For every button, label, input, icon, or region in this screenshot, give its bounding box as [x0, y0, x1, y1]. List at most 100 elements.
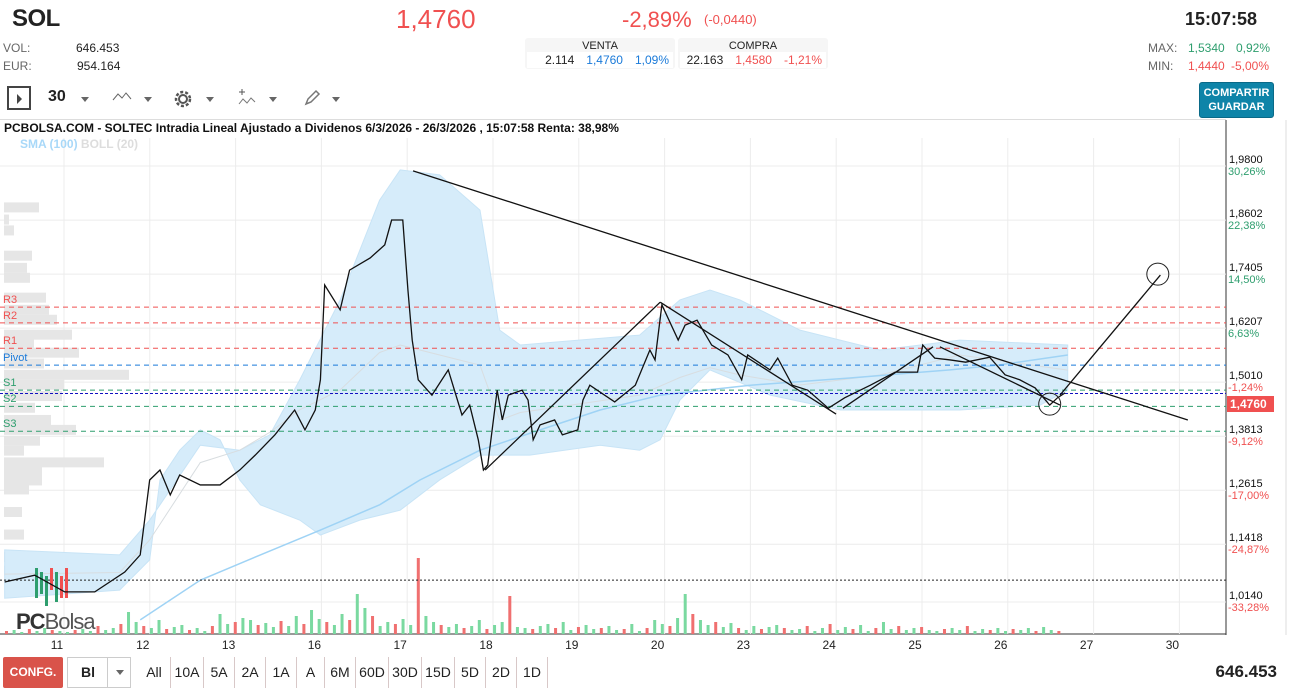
volume-bar — [836, 630, 840, 634]
share-save-button[interactable]: COMPARTIR GUARDAR — [1199, 82, 1274, 118]
y-tick-pct: 14,50% — [1228, 274, 1266, 287]
volume-bar — [561, 622, 565, 634]
ticker-symbol: SOL — [12, 5, 60, 32]
interval-select[interactable]: 30 — [48, 88, 66, 105]
range-1a[interactable]: 1A — [266, 657, 297, 688]
range-1d[interactable]: 1D — [517, 657, 548, 688]
gear-icon[interactable] — [172, 88, 194, 110]
volume-bar — [843, 627, 847, 634]
volume-bar — [569, 630, 573, 634]
y-tick-pct: -33,28% — [1228, 601, 1269, 614]
volume-bar — [554, 628, 558, 634]
scale-value[interactable]: Bl — [81, 664, 95, 680]
volume-bar — [454, 624, 458, 634]
trendline — [484, 301, 661, 471]
range-2a[interactable]: 2A — [235, 657, 266, 688]
compra-box: COMPRA 22.163 1,4580 -1,21% — [678, 38, 828, 69]
change-absolute: (-0,0440) — [704, 12, 757, 27]
chevron-down-icon[interactable] — [269, 97, 277, 102]
panel-toggle-icon[interactable] — [7, 86, 31, 110]
min-label: MIN: — [1148, 59, 1174, 73]
price-chart[interactable] — [0, 120, 1289, 636]
volume-bar — [470, 626, 474, 634]
range-5a[interactable]: 5A — [204, 657, 235, 688]
last-price-label: 1,4760 — [1227, 396, 1274, 412]
volume-bar — [88, 631, 92, 634]
volume-bar — [462, 628, 466, 634]
volume-profile-bar — [4, 475, 42, 486]
vol-label: VOL: — [3, 41, 31, 55]
share-label[interactable]: COMPARTIR — [1203, 87, 1270, 99]
volume-bar — [767, 627, 771, 634]
range-30d[interactable]: 30D — [389, 657, 422, 688]
range-all[interactable]: All — [138, 657, 171, 688]
volume-bar — [1049, 630, 1053, 634]
volume-bar — [523, 628, 527, 634]
bollinger-band — [4, 169, 1069, 599]
volume-bar — [20, 632, 24, 634]
range-60d[interactable]: 60D — [356, 657, 389, 688]
volume-bar — [127, 612, 131, 634]
y-tick-label: 1,3813 — [1229, 424, 1263, 437]
volume-bar — [798, 629, 802, 634]
min-pct: -5,00% — [1231, 59, 1270, 73]
volume-bar — [210, 626, 214, 634]
range-15d[interactable]: 15D — [422, 657, 455, 688]
x-tick-label: 23 — [736, 638, 751, 652]
volume-bar — [149, 628, 153, 634]
volume-bar — [249, 620, 253, 634]
chevron-down-icon[interactable] — [116, 670, 124, 675]
volume-bar — [81, 629, 85, 634]
volume-bar — [965, 626, 969, 634]
indicators-icon[interactable] — [238, 88, 258, 108]
range-6m[interactable]: 6M — [325, 657, 356, 688]
volume-bar — [630, 624, 634, 634]
volume-bar — [409, 625, 413, 634]
x-tick-label: 27 — [1079, 638, 1094, 652]
chevron-down-icon[interactable] — [144, 97, 152, 102]
config-button[interactable]: CONFG. — [3, 657, 63, 688]
volume-bar — [371, 616, 375, 634]
volume-bar — [317, 619, 321, 634]
volume-profile-bar — [4, 202, 39, 213]
volume-bar — [775, 625, 779, 634]
volume-bar — [592, 629, 596, 634]
volume-total: 646.453 — [1215, 662, 1277, 681]
volume-bar — [157, 620, 161, 634]
volume-bar — [607, 626, 611, 634]
volume-bar — [714, 622, 718, 634]
pivot-label-s1: S1 — [3, 377, 17, 390]
volume-bar — [752, 626, 756, 634]
legend-sma[interactable]: SMA (100) — [20, 137, 78, 151]
range-a[interactable]: A — [297, 657, 325, 688]
volume-bar — [637, 631, 641, 634]
volume-bar — [264, 623, 268, 634]
y-tick-pct: 30,26% — [1228, 166, 1266, 178]
range-10a[interactable]: 10A — [171, 657, 204, 688]
legend-boll[interactable]: BOLL (20) — [80, 137, 139, 151]
scale-select[interactable]: Bl — [67, 657, 131, 688]
volume-bar — [43, 628, 47, 634]
volume-bar — [378, 626, 382, 634]
range-5d[interactable]: 5D — [455, 657, 486, 688]
volume-bar — [119, 624, 123, 634]
save-label[interactable]: GUARDAR — [1208, 101, 1265, 113]
compra-price: 1,4580 — [735, 53, 772, 67]
line-chart-icon[interactable] — [112, 91, 132, 101]
volume-bar — [508, 596, 512, 634]
volume-bar — [218, 614, 222, 634]
chevron-down-icon[interactable] — [81, 97, 89, 102]
pivot-label-s3: S3 — [3, 418, 17, 431]
chevron-down-icon[interactable] — [206, 97, 214, 102]
volume-profile-bar — [4, 304, 49, 315]
volume-bar — [35, 631, 39, 634]
pencil-icon[interactable] — [303, 89, 321, 107]
chevron-down-icon[interactable] — [332, 97, 340, 102]
range-2d[interactable]: 2D — [486, 657, 517, 688]
x-tick-label: 25 — [908, 638, 922, 652]
compra-qty: 22.163 — [686, 53, 724, 67]
x-tick-label: 11 — [50, 638, 64, 652]
volume-bar — [393, 624, 397, 634]
x-tick-label: 12 — [136, 638, 150, 652]
volume-profile-bar — [4, 272, 30, 283]
